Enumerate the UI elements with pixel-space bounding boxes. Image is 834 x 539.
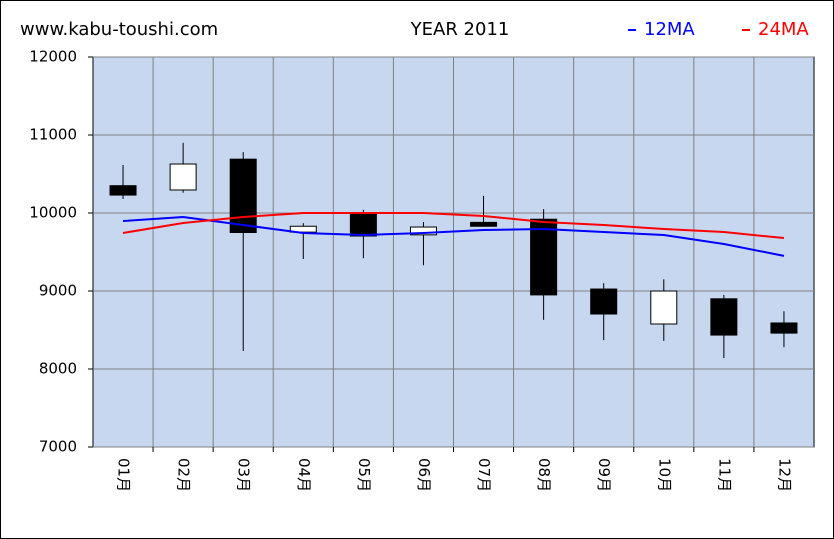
y-tick-label: 10000	[29, 204, 77, 222]
legend-label: 24MA	[758, 19, 809, 40]
candle-body	[169, 163, 197, 191]
x-tick-label: 12月	[775, 458, 793, 492]
candle-body	[470, 221, 498, 227]
site-name: www.kabu-toushi.com	[20, 19, 218, 40]
candle-body	[710, 298, 738, 336]
y-tick-label: 8000	[39, 360, 77, 378]
x-tick-label: 09月	[595, 458, 613, 492]
x-tick-label: 07月	[475, 458, 493, 492]
y-tick-label: 11000	[29, 126, 77, 144]
y-tick-label: 7000	[39, 438, 77, 456]
x-tick-label: 03月	[235, 458, 253, 492]
candle-body	[349, 212, 377, 237]
x-tick-label: 02月	[175, 458, 193, 492]
ma-line	[122, 212, 785, 240]
y-tick-label: 12000	[29, 48, 77, 66]
x-tick-label: 04月	[295, 458, 313, 492]
candle-body	[590, 288, 618, 315]
x-tick-label: 11月	[715, 458, 733, 492]
candle-body	[109, 185, 137, 196]
x-tick-label: 01月	[115, 458, 133, 492]
ma-line	[122, 215, 785, 257]
candle-body	[409, 226, 437, 236]
legend-label: 12MA	[644, 19, 695, 40]
candle-body	[530, 218, 558, 296]
candle-body	[229, 158, 257, 233]
x-tick-label: 08月	[535, 458, 553, 492]
y-tick-label: 9000	[39, 282, 77, 300]
x-tick-label: 10月	[655, 458, 673, 492]
x-tick-label: 06月	[415, 458, 433, 492]
candle-body	[650, 290, 678, 325]
x-tick-label: 05月	[355, 458, 373, 492]
candle-body	[770, 322, 798, 334]
chart-title: YEAR 2011	[410, 19, 510, 40]
